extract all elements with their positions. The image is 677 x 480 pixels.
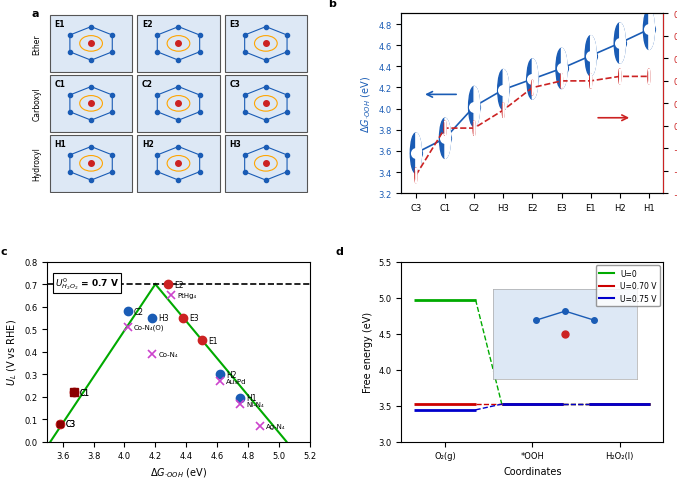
Y-axis label: $\Delta G_{\cdot OOH}$ (eV): $\Delta G_{\cdot OOH}$ (eV) [359, 76, 372, 132]
Y-axis label: Free energy (eV): Free energy (eV) [363, 312, 373, 392]
FancyBboxPatch shape [137, 136, 219, 192]
Circle shape [415, 168, 417, 183]
Circle shape [556, 49, 567, 89]
Text: H3: H3 [158, 314, 169, 323]
Wedge shape [561, 49, 567, 89]
Text: E1: E1 [208, 336, 217, 345]
Wedge shape [590, 74, 592, 89]
Text: C1: C1 [80, 388, 90, 397]
Text: C3: C3 [66, 419, 76, 428]
Wedge shape [416, 134, 421, 174]
Circle shape [473, 121, 475, 136]
Text: a: a [32, 10, 39, 19]
Circle shape [527, 60, 538, 100]
Text: H2: H2 [226, 370, 237, 379]
Wedge shape [474, 121, 475, 136]
Circle shape [468, 87, 480, 127]
Text: Au₃Pd: Au₃Pd [226, 378, 247, 384]
Circle shape [410, 134, 421, 174]
Wedge shape [532, 60, 538, 100]
Wedge shape [445, 119, 450, 159]
Text: C1: C1 [54, 80, 65, 89]
Circle shape [619, 70, 621, 84]
Circle shape [531, 81, 533, 96]
Wedge shape [474, 87, 480, 127]
FancyBboxPatch shape [225, 76, 307, 132]
Text: PtHg₄: PtHg₄ [177, 293, 196, 299]
Text: Ether: Ether [32, 34, 41, 55]
FancyBboxPatch shape [225, 136, 307, 192]
Text: C3: C3 [229, 80, 240, 89]
Circle shape [585, 36, 596, 77]
Text: E2: E2 [174, 280, 183, 289]
Circle shape [648, 70, 650, 84]
Wedge shape [503, 71, 509, 110]
Circle shape [590, 74, 592, 89]
Text: E3: E3 [190, 314, 199, 323]
Wedge shape [445, 121, 446, 136]
Wedge shape [590, 36, 596, 77]
Text: Co-N₄(O): Co-N₄(O) [134, 324, 165, 330]
Text: H3: H3 [229, 140, 241, 149]
Wedge shape [503, 104, 504, 118]
Wedge shape [416, 168, 417, 183]
Circle shape [444, 121, 446, 136]
Circle shape [643, 10, 655, 50]
Wedge shape [561, 74, 563, 89]
Text: Ni-N₄: Ni-N₄ [246, 402, 264, 408]
X-axis label: Coordinates: Coordinates [503, 466, 562, 476]
FancyBboxPatch shape [137, 16, 219, 72]
Text: Ag-N₄: Ag-N₄ [266, 423, 286, 429]
FancyBboxPatch shape [137, 76, 219, 132]
Text: C2: C2 [141, 80, 152, 89]
Text: E3: E3 [229, 20, 240, 29]
Wedge shape [649, 10, 655, 50]
Circle shape [614, 24, 626, 64]
FancyBboxPatch shape [50, 136, 132, 192]
Legend: U=0, U=0.70 V, U=0.75 V: U=0, U=0.70 V, U=0.75 V [596, 266, 659, 307]
X-axis label: $\Delta G_{\cdot OOH}$ (eV): $\Delta G_{\cdot OOH}$ (eV) [150, 466, 207, 480]
Circle shape [439, 119, 450, 159]
Wedge shape [619, 70, 621, 84]
Wedge shape [649, 70, 650, 84]
Text: d: d [336, 247, 344, 257]
Text: Carboxyl: Carboxyl [32, 87, 41, 121]
Text: E2: E2 [141, 20, 152, 29]
Text: C2: C2 [134, 307, 144, 316]
Text: H1: H1 [246, 393, 257, 402]
Text: C3: C3 [66, 419, 76, 428]
Wedge shape [532, 81, 533, 96]
Text: Co-N₄: Co-N₄ [158, 351, 178, 357]
Text: C1: C1 [80, 388, 90, 397]
Text: c: c [0, 247, 7, 257]
Text: E1: E1 [54, 20, 65, 29]
Text: b: b [328, 0, 336, 9]
Circle shape [502, 104, 504, 118]
Text: $U^{0}_{H_2O_2}$ = 0.7 V: $U^{0}_{H_2O_2}$ = 0.7 V [55, 276, 119, 291]
FancyBboxPatch shape [50, 16, 132, 72]
Text: H1: H1 [54, 140, 66, 149]
Wedge shape [619, 24, 626, 64]
Circle shape [561, 74, 563, 89]
Text: H2: H2 [141, 140, 154, 149]
Text: Hydroxyl: Hydroxyl [32, 147, 41, 181]
Y-axis label: $U_L$ (V vs RHE): $U_L$ (V vs RHE) [5, 318, 19, 385]
FancyBboxPatch shape [225, 16, 307, 72]
Circle shape [498, 71, 509, 110]
FancyBboxPatch shape [50, 76, 132, 132]
